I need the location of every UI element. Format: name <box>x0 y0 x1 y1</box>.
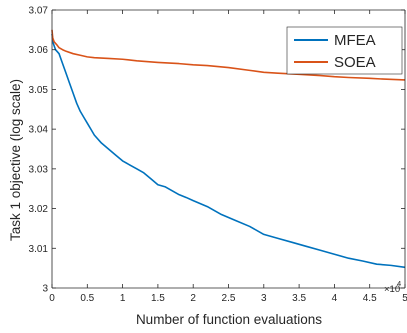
y-tick-label: 3.01 <box>29 244 49 255</box>
y-tick-label: 3 <box>42 284 48 295</box>
y-tick-label: 3.05 <box>29 85 49 96</box>
ticks: 0 0.5 1 1.5 2 2.5 3 3.5 4 4.5 5 3 3.01 3.02 3.03 3.04 3.… <box>29 6 407 305</box>
y-tick-label: 3.03 <box>29 164 49 175</box>
y-tick-label: 3.07 <box>29 6 49 17</box>
x-tick-label: 1 <box>120 293 126 304</box>
legend-soea-label: SOEA <box>334 54 376 71</box>
x-tick-label: 0.5 <box>80 293 94 304</box>
x-axis-exponent-base: ×10 <box>384 284 400 295</box>
x-tick-label: 3.5 <box>292 293 306 304</box>
legend: MFEA SOEA <box>286 26 403 75</box>
legend-box <box>286 26 403 75</box>
x-axis-title: Number of function evaluations <box>136 312 322 327</box>
x-tick-label: 0 <box>49 293 55 304</box>
y-tick-label: 3.06 <box>29 45 49 56</box>
series-line-soea <box>51 29 406 81</box>
x-tick-label: 2 <box>190 293 196 304</box>
y-axis-title: Task 1 objective (log scale) <box>8 79 23 241</box>
x-tick-label: 4.5 <box>363 293 377 304</box>
y-tick-label: 3.02 <box>29 204 49 215</box>
x-tick-label: 5 <box>402 293 407 304</box>
x-tick-label: 2.5 <box>222 293 236 304</box>
x-axis-exponent-power: 4 <box>397 279 401 288</box>
y-tick-label: 3.04 <box>29 125 49 136</box>
series-line-mfea <box>51 33 406 269</box>
x-axis-exponent: ×10 4 <box>384 279 401 295</box>
series-lines <box>51 29 406 269</box>
x-tick-label: 3 <box>261 293 267 304</box>
x-tick-label: 4 <box>332 293 338 304</box>
x-tick-label: 1.5 <box>151 293 165 304</box>
legend-mfea-label: MFEA <box>334 32 376 49</box>
